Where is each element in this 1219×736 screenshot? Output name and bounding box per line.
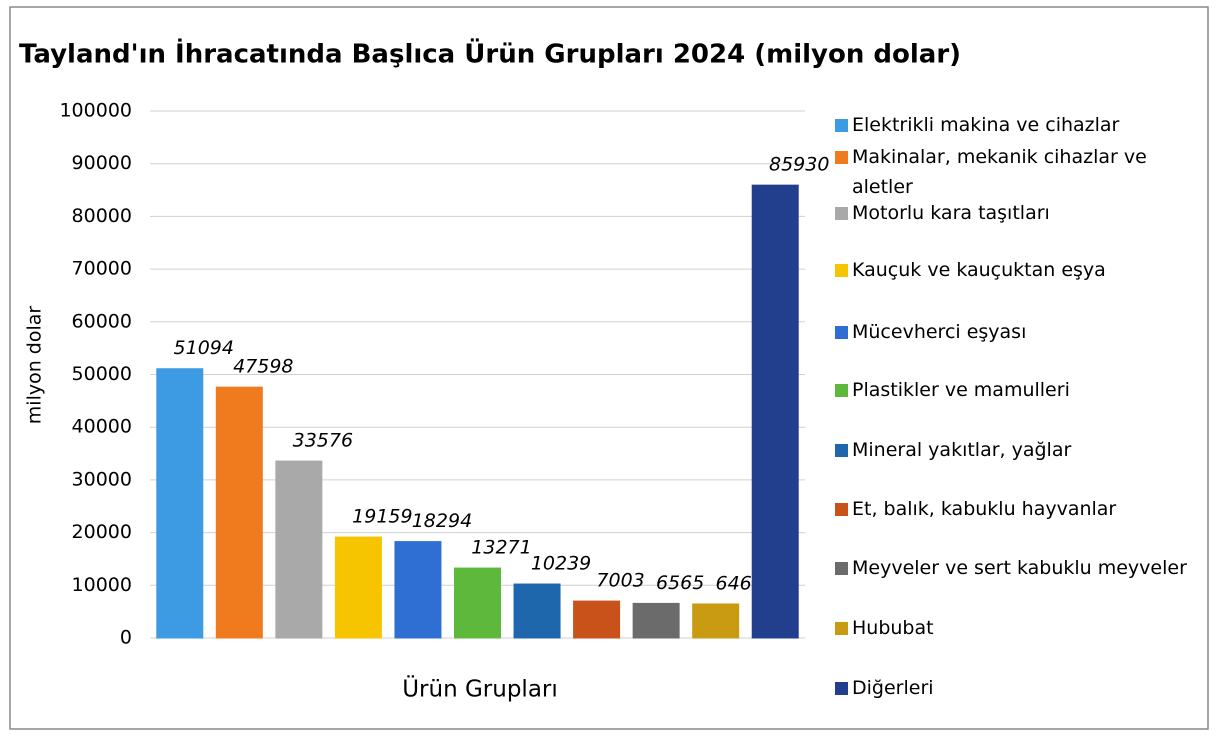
data-label: 51094 — [174, 337, 234, 359]
y-tick-label: 50000 — [72, 363, 132, 385]
legend-swatch — [835, 264, 848, 277]
legend-swatch — [835, 207, 848, 220]
legend-swatch — [835, 682, 848, 695]
chart-title: Tayland'ın İhracatında Başlıca Ürün Grup… — [19, 37, 961, 70]
y-tick-label: 20000 — [72, 521, 132, 543]
legend-swatch — [835, 119, 848, 132]
legend-label: Plastikler ve mamulleri — [852, 379, 1070, 401]
legend-label: Elektrikli makina ve cihazlar — [852, 114, 1120, 136]
bar — [215, 386, 263, 639]
bar — [751, 184, 799, 639]
bar — [334, 536, 382, 639]
bar — [156, 368, 204, 639]
bar — [692, 603, 740, 639]
data-label: 19159 — [352, 506, 412, 528]
legend-label: Meyveler ve sert kabuklu meyveler — [852, 557, 1187, 579]
legend-label: Motorlu kara taşıtları — [852, 202, 1050, 224]
data-label: 10239 — [531, 553, 591, 575]
bar — [454, 567, 501, 639]
data-label: 13271 — [471, 537, 531, 559]
legend-label: Et, balık, kabuklu hayvanlar — [852, 498, 1117, 520]
data-label: 47598 — [233, 356, 293, 378]
x-axis-label: Ürün Grupları — [402, 675, 558, 703]
data-label: 18294 — [412, 510, 472, 532]
y-tick-label: 30000 — [72, 468, 132, 490]
y-tick-label: 60000 — [72, 310, 132, 332]
data-label: 6565 — [656, 572, 704, 594]
legend-label: Hububat — [852, 617, 934, 639]
bar — [573, 600, 621, 639]
legend-swatch — [835, 503, 848, 516]
y-tick-label: 100000 — [59, 100, 132, 122]
legend-swatch — [835, 444, 848, 457]
y-tick-label: 0 — [120, 627, 132, 649]
legend-item: Mineral yakıtlar, yağlar — [835, 435, 1195, 465]
legend-swatch — [835, 326, 848, 339]
legend-item: Plastikler ve mamulleri — [835, 375, 1195, 405]
y-tick-label: 10000 — [72, 574, 132, 596]
legend-swatch — [835, 384, 848, 397]
bar — [275, 460, 323, 639]
data-label: 33576 — [293, 430, 353, 452]
legend-label: Mücevherci eşyası — [852, 321, 1027, 343]
legend-item: Mücevherci eşyası — [835, 317, 1195, 347]
y-axis-label: milyon dolar — [24, 306, 46, 425]
y-tick-label: 80000 — [72, 205, 132, 227]
legend-swatch — [835, 562, 848, 575]
legend-label: Kauçuk ve kauçuktan eşya — [852, 259, 1106, 281]
y-tick-label: 40000 — [72, 416, 132, 438]
legend-item: Kauçuk ve kauçuktan eşya — [835, 255, 1195, 285]
legend-item: Et, balık, kabuklu hayvanlar — [835, 494, 1195, 524]
legend-item: Hububat — [835, 613, 1195, 643]
data-label: 85930 — [769, 154, 829, 176]
legend-item: Makinalar, mekanik cihazlar ve aletler — [835, 142, 1195, 202]
y-tick-label: 90000 — [72, 152, 132, 174]
bar — [394, 541, 442, 639]
bar — [513, 583, 561, 639]
legend-swatch — [835, 622, 848, 635]
legend-item: Diğerleri — [835, 673, 1195, 703]
legend-label: Diğerleri — [852, 677, 934, 699]
legend-label: Makinalar, mekanik cihazlar ve aletler — [852, 146, 1147, 198]
data-label: 7003 — [596, 570, 644, 592]
bar — [632, 602, 680, 639]
legend-swatch — [835, 151, 848, 164]
legend-item: Elektrikli makina ve cihazlar — [835, 110, 1195, 140]
legend-item: Motorlu kara taşıtları — [835, 198, 1195, 228]
y-tick-label: 70000 — [72, 258, 132, 280]
legend-label: Mineral yakıtlar, yağlar — [852, 439, 1072, 461]
legend-item: Meyveler ve sert kabuklu meyveler — [835, 553, 1195, 583]
